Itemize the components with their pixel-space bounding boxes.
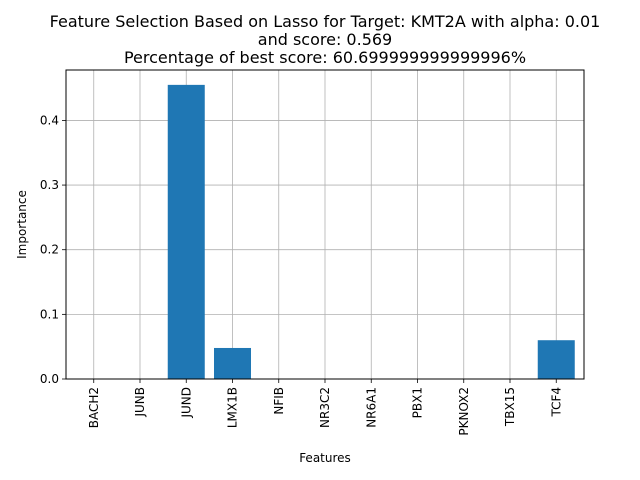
x-tick-label: JUND [179, 387, 193, 419]
chart-title-line-3: Percentage of best score: 60.69999999999… [124, 48, 526, 67]
y-tick-label: 0.4 [40, 113, 59, 127]
bars [167, 84, 575, 380]
bar-tcf4 [537, 340, 575, 379]
x-tick-label: TBX15 [503, 387, 517, 427]
x-tick-label: PBX1 [411, 387, 425, 418]
grid [66, 70, 584, 380]
chart-title-line-1: Feature Selection Based on Lasso for Tar… [50, 12, 601, 31]
x-tick-label: LMX1B [226, 387, 240, 428]
y-tick-label: 0.2 [40, 243, 59, 257]
y-axis-ticks: 0.0 0.1 0.2 0.3 0.4 [40, 113, 66, 386]
x-tick-label: TCF4 [549, 387, 563, 418]
x-tick-label: BACH2 [87, 387, 101, 428]
x-axis-ticks: BACH2 JUNB JUND LMX1B NFIB NR3C2 NR6A1 PBX1 PKNO… [87, 379, 563, 436]
y-axis-label: Importance [15, 190, 29, 259]
bar-lmx1b [214, 347, 251, 379]
bar-jund [167, 84, 205, 380]
y-tick-label: 0.1 [40, 307, 59, 321]
x-tick-label: NR3C2 [318, 387, 332, 428]
chart-title: Feature Selection Based on Lasso for Tar… [50, 12, 601, 67]
y-tick-label: 0.3 [40, 178, 59, 192]
x-tick-label: NFIB [272, 387, 286, 415]
chart-title-line-2: and score: 0.569 [258, 30, 392, 49]
x-tick-label: PKNOX2 [457, 387, 471, 436]
y-tick-label: 0.0 [40, 372, 59, 386]
x-axis-label: Features [299, 451, 351, 465]
x-tick-label: JUNB [133, 387, 147, 418]
x-tick-label: NR6A1 [364, 387, 378, 428]
